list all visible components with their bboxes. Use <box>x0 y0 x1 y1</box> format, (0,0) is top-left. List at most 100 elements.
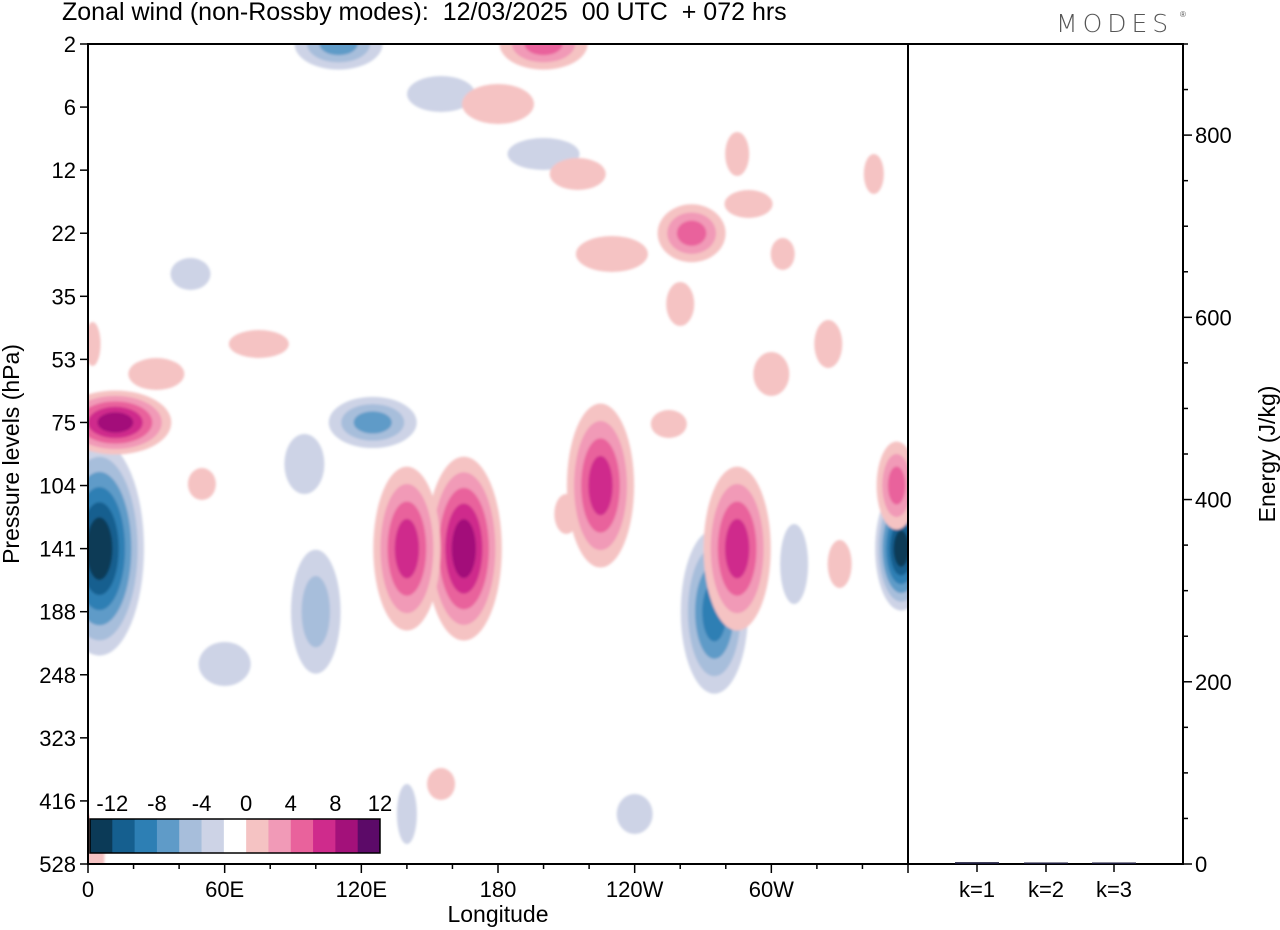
westerly-contour-140-141-8 <box>394 518 420 579</box>
y-axis-title: Pressure levels (hPa) <box>0 344 24 564</box>
westerly-patch-75-300 <box>228 330 289 358</box>
y-tick-label: 323 <box>39 726 76 751</box>
y-tick-label: 104 <box>39 474 76 499</box>
x-tick-label: 60E <box>205 877 244 902</box>
easterly-patch-155-50 <box>407 76 476 112</box>
energy-category-label: k=1 <box>959 877 995 902</box>
colorbar-swatch-10 <box>313 819 336 853</box>
chart-title: Zonal wind (non-Rossby modes): 12/03/202… <box>62 0 787 26</box>
energy-tick-label: 800 <box>1195 123 1232 148</box>
y-tick-label: 188 <box>39 600 76 625</box>
y-tick-label: 528 <box>39 852 76 877</box>
westerly-patch-180-60 <box>462 84 534 124</box>
y-tick-label: 141 <box>39 537 76 562</box>
colorbar-swatch-6 <box>223 819 247 853</box>
westerly-patch-290-160 <box>724 190 773 218</box>
y-tick-label: 35 <box>52 284 76 309</box>
easterly-patch-60-620 <box>198 642 251 686</box>
energy-tick-label: 600 <box>1195 305 1232 330</box>
colorbar-swatch-12 <box>357 819 381 853</box>
energy-category-label: k=2 <box>1028 877 1064 902</box>
westerly-patch-215-130 <box>549 158 606 190</box>
colorbar-swatch-8 <box>268 819 292 853</box>
westerly-patch-345-130 <box>863 154 884 194</box>
easterly-patch-240-770 <box>616 794 653 834</box>
energy-frame <box>907 43 1184 865</box>
westerly-patch-30-330 <box>128 358 185 390</box>
easterly-contour-5-141-12 <box>88 517 113 580</box>
westerly-contour-12-75-10 <box>97 412 134 433</box>
colorbar-frame <box>89 818 381 854</box>
x-tick-label: 120E <box>336 877 387 902</box>
registered-mark: ® <box>1180 10 1186 19</box>
colorbar-tick-label: 8 <box>329 791 341 816</box>
easterly-contour-110-2-6 <box>319 44 358 56</box>
westerly-patch-50-440 <box>187 468 216 500</box>
westerly-patch-305-210 <box>770 238 795 270</box>
y-tick-label: 416 <box>39 789 76 814</box>
energy-bar-k=3 <box>1092 862 1136 864</box>
westerly-contour-355-104-6 <box>887 466 906 505</box>
colorbar-tick-label: 12 <box>368 791 392 816</box>
y-tick-label: 53 <box>52 347 76 372</box>
westerly-patch-155-740 <box>427 768 456 800</box>
y-tick-label: 12 <box>52 158 76 183</box>
y-tick-label: 248 <box>39 663 76 688</box>
westerly-patch-2-300 <box>88 322 101 366</box>
colorbar-swatch-4 <box>179 819 203 853</box>
westerly-patch-230-210 <box>575 236 648 272</box>
energy-tick-label: 400 <box>1195 488 1232 513</box>
energy-tick-label: 200 <box>1195 670 1232 695</box>
westerly-contour-200-2-6 <box>524 44 563 56</box>
easterly-contour-357-141-12 <box>893 530 908 567</box>
colorbar-tick-label: 4 <box>285 791 297 816</box>
x-tick-label: 60W <box>749 877 794 902</box>
easterly-patch-95-420 <box>284 434 325 494</box>
colorbar-swatch-7 <box>246 819 269 853</box>
easterly-contour-125-75-6 <box>353 411 392 434</box>
colorbar-tick-label: -8 <box>147 791 167 816</box>
westerly-patch-300-330 <box>753 352 790 396</box>
colorbar-tick-label: 0 <box>240 791 252 816</box>
y-tick-label: 22 <box>52 221 76 246</box>
westerly-patch-285-110 <box>725 132 750 176</box>
colorbar-swatch-3 <box>156 819 180 853</box>
colorbar-tick-label: -4 <box>192 791 212 816</box>
westerly-patch-260-260 <box>666 282 695 326</box>
colorbar-swatch-5 <box>201 819 225 853</box>
colorbar-label-backdrop <box>90 785 380 819</box>
heatmap-frame <box>87 43 909 865</box>
energy-bars: k=1 k=2 k=3 <box>955 862 1136 902</box>
modes-logo: MODES <box>1056 9 1174 38</box>
westerly-patch-330-520 <box>827 540 852 588</box>
x-axis-title: Longitude <box>447 901 548 927</box>
colorbar-swatch-1 <box>112 819 136 853</box>
easterly-patch-45-230 <box>170 258 211 290</box>
x-tick-label: 180 <box>480 877 517 902</box>
energy-category-label: k=3 <box>1096 877 1132 902</box>
westerly-contour-285-141-8 <box>724 518 750 579</box>
colorbar-swatch-0 <box>90 819 113 853</box>
energy-axis-title: Energy (J/kg) <box>1254 386 1280 523</box>
colorbar-swatch-2 <box>134 819 158 853</box>
x-tick-label: 120W <box>606 877 664 902</box>
colorbar: -12 -8 -4 0 4 8 12 <box>89 785 392 854</box>
westerly-patch-255-380 <box>650 410 687 438</box>
colorbar-swatch-9 <box>290 819 314 853</box>
easterly-patch-310-520 <box>780 524 809 604</box>
energy-bar-k=1 <box>955 862 999 864</box>
westerly-contour-265-22-6 <box>676 220 707 246</box>
heatmap-field <box>88 44 908 864</box>
colorbar-swatch-11 <box>335 819 359 853</box>
energy-tick-label: 0 <box>1195 852 1207 877</box>
westerly-patch-325-300 <box>814 320 843 368</box>
y-tick-label: 2 <box>64 32 76 57</box>
x-tick-label: 0 <box>82 877 94 902</box>
energy-bar-k=2 <box>1024 862 1068 864</box>
westerly-contour-165-141-10 <box>451 519 476 579</box>
colorbar-tick-label: -12 <box>96 791 128 816</box>
y-tick-label: 6 <box>64 95 76 120</box>
westerly-contour-225-104-8 <box>588 455 613 516</box>
